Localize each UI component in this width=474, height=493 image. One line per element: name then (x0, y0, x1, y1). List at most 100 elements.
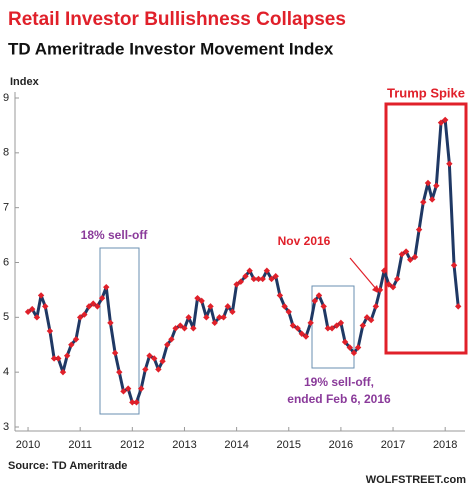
y-tick-label: 8 (3, 147, 9, 159)
arrow (349, 257, 378, 291)
marker (359, 322, 366, 329)
marker (224, 303, 231, 310)
marker (311, 297, 319, 305)
marker (129, 399, 136, 406)
marker (159, 358, 166, 365)
marker (420, 198, 427, 206)
marker (107, 319, 114, 327)
marker (124, 385, 132, 392)
x-tick-label: 2018 (433, 439, 457, 451)
marker (24, 308, 32, 316)
marker (415, 226, 423, 233)
annotation: Nov 2016 (278, 234, 331, 248)
marker (76, 314, 84, 321)
marker (94, 303, 101, 310)
marker (203, 314, 210, 321)
marker (380, 267, 388, 274)
marker (385, 281, 393, 288)
y-tick-label: 9 (3, 92, 9, 104)
marker (328, 325, 336, 332)
marker (428, 196, 436, 203)
marker (46, 327, 54, 335)
marker (85, 303, 93, 310)
marker (446, 160, 453, 167)
marker (376, 286, 384, 294)
marker (33, 314, 41, 321)
marker (55, 355, 62, 362)
marker (285, 308, 292, 316)
annotation: Trump Spike (387, 85, 465, 100)
marker (341, 338, 349, 346)
marker (281, 303, 288, 310)
marker (350, 349, 358, 357)
line (27, 118, 460, 404)
credit: WOLFSTREET.com (366, 474, 466, 486)
marker (72, 336, 80, 343)
annotation: ended Feb 6, 2016 (287, 392, 391, 406)
marker (455, 303, 462, 310)
y-tick-label: 4 (3, 366, 9, 378)
x-tick-label: 2015 (277, 439, 301, 451)
marker (111, 349, 119, 357)
marker (294, 325, 301, 332)
y-tick-label: 3 (3, 421, 9, 433)
marker (307, 319, 314, 327)
marker (441, 116, 449, 124)
marker (354, 344, 362, 351)
marker (68, 341, 75, 348)
marker (315, 292, 323, 299)
marker (246, 267, 253, 274)
marker (250, 275, 258, 283)
marker (237, 278, 244, 285)
y-axis-label: Index (10, 76, 40, 88)
marker (363, 314, 371, 321)
marker (398, 251, 406, 258)
marker (198, 297, 205, 305)
marker (90, 300, 97, 307)
marker (302, 333, 310, 340)
marker (372, 303, 380, 310)
marker (411, 253, 419, 261)
marker (320, 303, 327, 310)
marker (298, 330, 305, 337)
marker (289, 322, 297, 329)
marker (37, 292, 45, 299)
x-tick-label: 2011 (68, 439, 92, 451)
marker (263, 267, 271, 274)
trump-box (384, 102, 468, 355)
x-tick-label: 2012 (120, 439, 144, 451)
marker (103, 283, 110, 291)
marker (367, 316, 375, 324)
marker (450, 262, 458, 269)
marker (389, 283, 397, 291)
marker (98, 294, 106, 302)
marker (433, 182, 440, 189)
marker (259, 275, 266, 283)
marker (81, 311, 88, 318)
marker (137, 385, 145, 392)
marker (116, 368, 123, 376)
marker (155, 366, 162, 373)
x-tick-label: 2010 (16, 439, 40, 451)
marker (185, 314, 192, 321)
marker (220, 314, 227, 321)
marker (181, 325, 188, 332)
marker (29, 305, 36, 313)
marker (229, 308, 236, 316)
marker (63, 352, 71, 359)
marker (272, 273, 279, 280)
marker (407, 256, 414, 263)
marker (59, 368, 67, 376)
marker (276, 292, 284, 299)
marker (268, 275, 275, 283)
marker (437, 119, 445, 126)
marker (207, 303, 214, 310)
marker (133, 399, 140, 406)
marker (402, 248, 410, 255)
marker (194, 294, 201, 302)
marker (151, 355, 158, 362)
marker (172, 325, 179, 332)
chart-subtitle: TD Ameritrade Investor Movement Index (8, 39, 334, 58)
marker (211, 319, 218, 327)
